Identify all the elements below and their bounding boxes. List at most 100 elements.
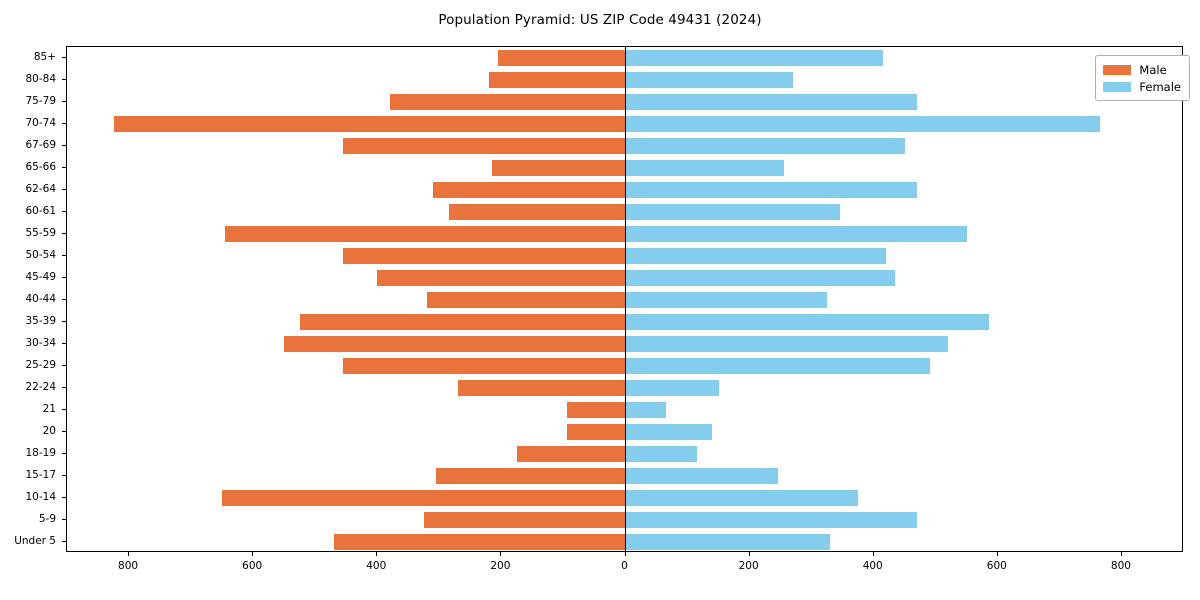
y-tick-label: 65-66 (25, 160, 56, 173)
x-tick-mark (128, 552, 130, 556)
bar-row (67, 247, 1182, 265)
bar-female[interactable] (625, 489, 859, 507)
y-tick-mark (62, 518, 66, 520)
bar-male[interactable] (566, 401, 626, 419)
bar-row (67, 93, 1182, 111)
y-tick-label: 80-84 (25, 72, 56, 85)
bar-male[interactable] (284, 335, 626, 353)
bar-row (67, 533, 1182, 551)
bar-male[interactable] (433, 181, 626, 199)
legend-entry[interactable]: Female (1103, 78, 1181, 95)
bar-row (67, 335, 1182, 353)
bar-female[interactable] (625, 379, 719, 397)
y-tick-label: 5-9 (38, 512, 56, 525)
x-tick-label: 200 (490, 560, 511, 572)
bar-female[interactable] (625, 247, 887, 265)
y-tick-label: 85+ (33, 50, 56, 63)
bar-female[interactable] (625, 533, 831, 551)
y-tick-mark (62, 298, 66, 300)
bar-female[interactable] (625, 511, 918, 529)
bar-row (67, 49, 1182, 67)
y-tick-label: 75-79 (25, 94, 56, 107)
bar-row (67, 379, 1182, 397)
y-tick-label: 67-69 (25, 138, 56, 151)
bar-male[interactable] (377, 269, 626, 287)
bar-male[interactable] (299, 313, 626, 331)
bar-row (67, 511, 1182, 529)
bar-female[interactable] (625, 203, 840, 221)
bar-male[interactable] (436, 467, 626, 485)
bar-female[interactable] (625, 357, 930, 375)
y-tick-label: 40-44 (25, 292, 56, 305)
x-tick-label: 200 (738, 560, 759, 572)
x-tick-label: 400 (366, 560, 387, 572)
bar-female[interactable] (625, 181, 918, 199)
bar-female[interactable] (625, 401, 666, 419)
bar-row (67, 71, 1182, 89)
bar-female[interactable] (625, 49, 884, 67)
x-axis: 800 600 400 200 0 200 400 600 800 (0, 552, 1200, 600)
bar-male[interactable] (448, 203, 626, 221)
bar-female[interactable] (625, 93, 918, 111)
y-tick-mark (62, 342, 66, 344)
bar-male[interactable] (457, 379, 626, 397)
bar-male[interactable] (498, 49, 626, 67)
y-tick-label: 50-54 (25, 248, 56, 261)
bar-female[interactable] (625, 269, 896, 287)
y-tick-mark (62, 430, 66, 432)
bar-male[interactable] (113, 115, 626, 133)
legend-label: Male (1139, 62, 1167, 77)
bar-row (67, 313, 1182, 331)
bar-male[interactable] (222, 489, 626, 507)
x-tick-label: 800 (1110, 560, 1131, 572)
bar-female[interactable] (625, 159, 784, 177)
y-tick-mark (62, 122, 66, 124)
bar-female[interactable] (625, 467, 778, 485)
y-tick-mark (62, 100, 66, 102)
bar-female[interactable] (625, 225, 967, 243)
bar-male[interactable] (343, 247, 626, 265)
zero-axis-line (624, 47, 627, 551)
y-tick-label: 55-59 (25, 226, 56, 239)
bar-row (67, 291, 1182, 309)
x-tick-mark (500, 552, 502, 556)
bar-male[interactable] (343, 137, 626, 155)
bar-male[interactable] (333, 533, 626, 551)
y-tick-mark (62, 496, 66, 498)
bar-female[interactable] (625, 313, 989, 331)
x-tick-mark (748, 552, 750, 556)
legend-swatch-icon (1103, 64, 1132, 75)
bar-male[interactable] (423, 511, 626, 529)
bar-male[interactable] (426, 291, 626, 309)
bar-row (67, 445, 1182, 463)
y-tick-mark (62, 166, 66, 168)
x-tick-label: 600 (242, 560, 263, 572)
x-tick-mark (872, 552, 874, 556)
y-tick-label: 60-61 (25, 204, 56, 217)
y-tick-label: 25-29 (25, 358, 56, 371)
bar-female[interactable] (625, 335, 949, 353)
legend-entry[interactable]: Male (1103, 61, 1181, 78)
bar-male[interactable] (389, 93, 626, 111)
bar-female[interactable] (625, 137, 905, 155)
bar-female[interactable] (625, 445, 697, 463)
bar-female[interactable] (625, 115, 1101, 133)
y-tick-mark (62, 144, 66, 146)
bar-male[interactable] (516, 445, 626, 463)
bar-male[interactable] (566, 423, 626, 441)
bar-row (67, 489, 1182, 507)
bar-male[interactable] (492, 159, 626, 177)
bar-female[interactable] (625, 291, 828, 309)
y-tick-mark (62, 56, 66, 58)
y-tick-label: 21 (42, 402, 56, 415)
bar-row (67, 401, 1182, 419)
y-tick-mark (62, 364, 66, 366)
y-tick-label: 35-39 (25, 314, 56, 327)
bar-female[interactable] (625, 71, 794, 89)
bar-male[interactable] (343, 357, 626, 375)
bar-female[interactable] (625, 423, 713, 441)
bar-male[interactable] (225, 225, 626, 243)
bar-row (67, 203, 1182, 221)
y-tick-mark (62, 188, 66, 190)
bar-male[interactable] (488, 71, 626, 89)
